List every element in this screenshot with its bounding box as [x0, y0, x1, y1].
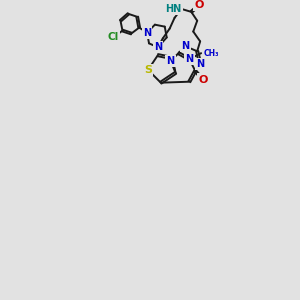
Text: O: O	[194, 0, 204, 10]
Text: N: N	[185, 54, 194, 64]
Text: CH₃: CH₃	[204, 49, 220, 58]
Text: N: N	[143, 28, 151, 38]
Text: N: N	[181, 41, 190, 51]
Text: S: S	[144, 65, 152, 75]
Text: N: N	[196, 59, 204, 69]
Text: O: O	[198, 75, 208, 85]
Text: HN: HN	[165, 4, 182, 14]
Text: N: N	[167, 56, 175, 66]
Text: Cl: Cl	[108, 32, 119, 42]
Text: N: N	[154, 42, 162, 52]
